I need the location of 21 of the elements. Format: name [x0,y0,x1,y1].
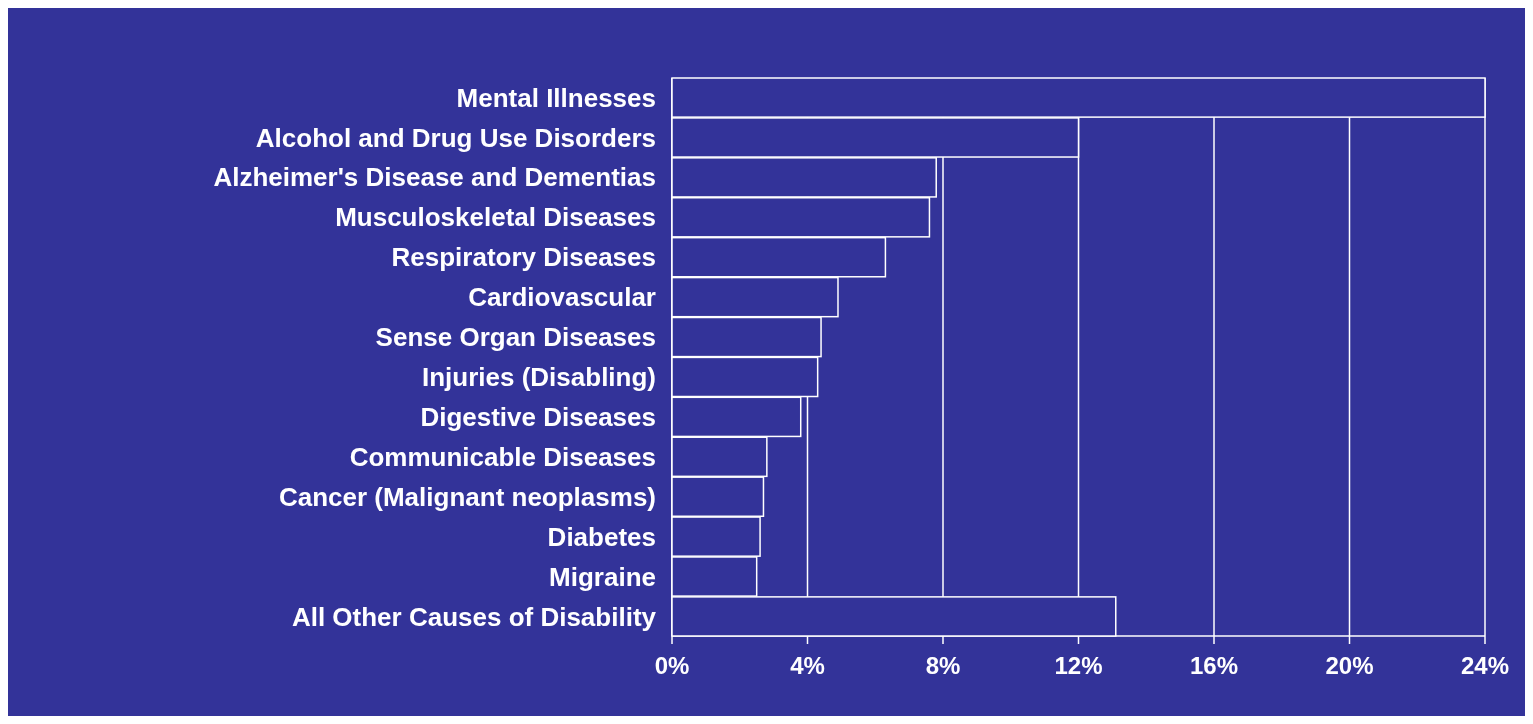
y-tick-label: Digestive Diseases [420,401,656,432]
x-tick-label: 24% [1460,652,1510,679]
x-tick-label: 0% [654,652,690,679]
y-tick-label: Migraine [549,561,656,592]
y-tick-label: Injuries (Disabling) [421,362,656,393]
y-tick-label: Cancer (Malignant neoplasms) [278,481,656,512]
y-tick-label: Alcohol and Drug Use Disorders [255,122,656,153]
x-tick-label: 12% [1054,652,1103,679]
x-tick-label: 16% [1189,652,1239,679]
y-tick-label: Sense Organ Diseases [375,322,656,353]
y-tick-label: Mental Illnesses [456,82,656,113]
x-tick-label: 4% [790,652,825,679]
y-tick-label: Communicable Diseases [349,441,656,472]
y-tick-label: Diabetes [547,521,656,552]
x-tick-label: 20% [1325,652,1374,679]
y-tick-label: Respiratory Diseases [391,242,656,273]
y-tick-label: Alzheimer's Disease and Dementias [213,162,656,193]
y-tick-label: Musculoskeletal Diseases [335,202,656,233]
x-tick-label: 8% [925,652,961,679]
y-tick-label: Cardiovascular [468,282,656,313]
y-tick-label: All Other Causes of Disability [291,601,657,632]
